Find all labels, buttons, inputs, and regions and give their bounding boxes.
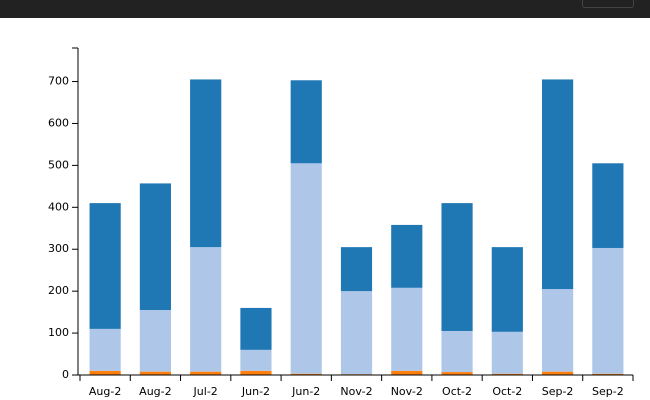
bar-segment bbox=[290, 80, 322, 164]
bar-segment bbox=[441, 203, 473, 331]
x-tick-label: Sep-2 bbox=[592, 385, 624, 398]
bar-segment bbox=[240, 370, 272, 375]
x-tick-label: Oct-2 bbox=[442, 385, 472, 398]
y-tick-label: 500 bbox=[48, 158, 69, 171]
bar-segment bbox=[340, 247, 373, 292]
bar-segment bbox=[391, 287, 423, 371]
bar-segment bbox=[290, 373, 322, 375]
bar-segment bbox=[89, 370, 121, 375]
x-tick-label: Sep-2 bbox=[542, 385, 574, 398]
bar-segment bbox=[592, 247, 624, 374]
x-tick-label: Nov-2 bbox=[391, 385, 423, 398]
top-bar bbox=[0, 0, 650, 18]
y-tick-label: 600 bbox=[48, 116, 69, 129]
bar-segment bbox=[340, 291, 373, 375]
bar-segment bbox=[139, 183, 171, 311]
y-tick-label: 400 bbox=[48, 200, 69, 213]
bar-segment bbox=[592, 163, 624, 248]
bar-segment bbox=[441, 330, 473, 373]
y-tick-label: 700 bbox=[48, 75, 69, 88]
top-button[interactable] bbox=[582, 0, 634, 8]
bar-segment bbox=[190, 79, 222, 248]
bar-segment bbox=[491, 331, 523, 374]
bar-segment bbox=[391, 224, 423, 288]
bar-segment bbox=[290, 163, 322, 374]
bar-segment bbox=[240, 349, 272, 371]
y-tick-label: 300 bbox=[48, 242, 69, 255]
bar-segment bbox=[491, 373, 523, 375]
x-tick-label: Aug-2 bbox=[139, 385, 171, 398]
bar-segment bbox=[441, 372, 473, 375]
bar-segment bbox=[190, 247, 222, 372]
bar-segment bbox=[139, 310, 171, 372]
y-tick-label: 100 bbox=[48, 326, 69, 339]
x-tick-label: Oct-2 bbox=[492, 385, 522, 398]
bar-segment bbox=[542, 371, 574, 375]
bar-segment bbox=[240, 307, 272, 350]
bar-segment bbox=[491, 247, 523, 332]
bar-segment bbox=[89, 203, 121, 329]
x-tick-label: Aug-2 bbox=[89, 385, 121, 398]
x-tick-label: Jul-2 bbox=[193, 385, 218, 398]
bar-segment bbox=[542, 289, 574, 372]
bar-segment bbox=[190, 371, 222, 375]
bar-segment bbox=[89, 328, 121, 371]
bar-segment bbox=[139, 371, 171, 375]
x-tick-label: Nov-2 bbox=[340, 385, 372, 398]
y-tick-label: 0 bbox=[62, 368, 69, 381]
y-tick-label: 200 bbox=[48, 284, 69, 297]
bar-segment bbox=[391, 370, 423, 375]
bar-segment bbox=[592, 373, 624, 375]
bar-segment bbox=[542, 79, 574, 290]
x-tick-label: Jun-2 bbox=[291, 385, 320, 398]
x-tick-label: Jun-2 bbox=[241, 385, 270, 398]
